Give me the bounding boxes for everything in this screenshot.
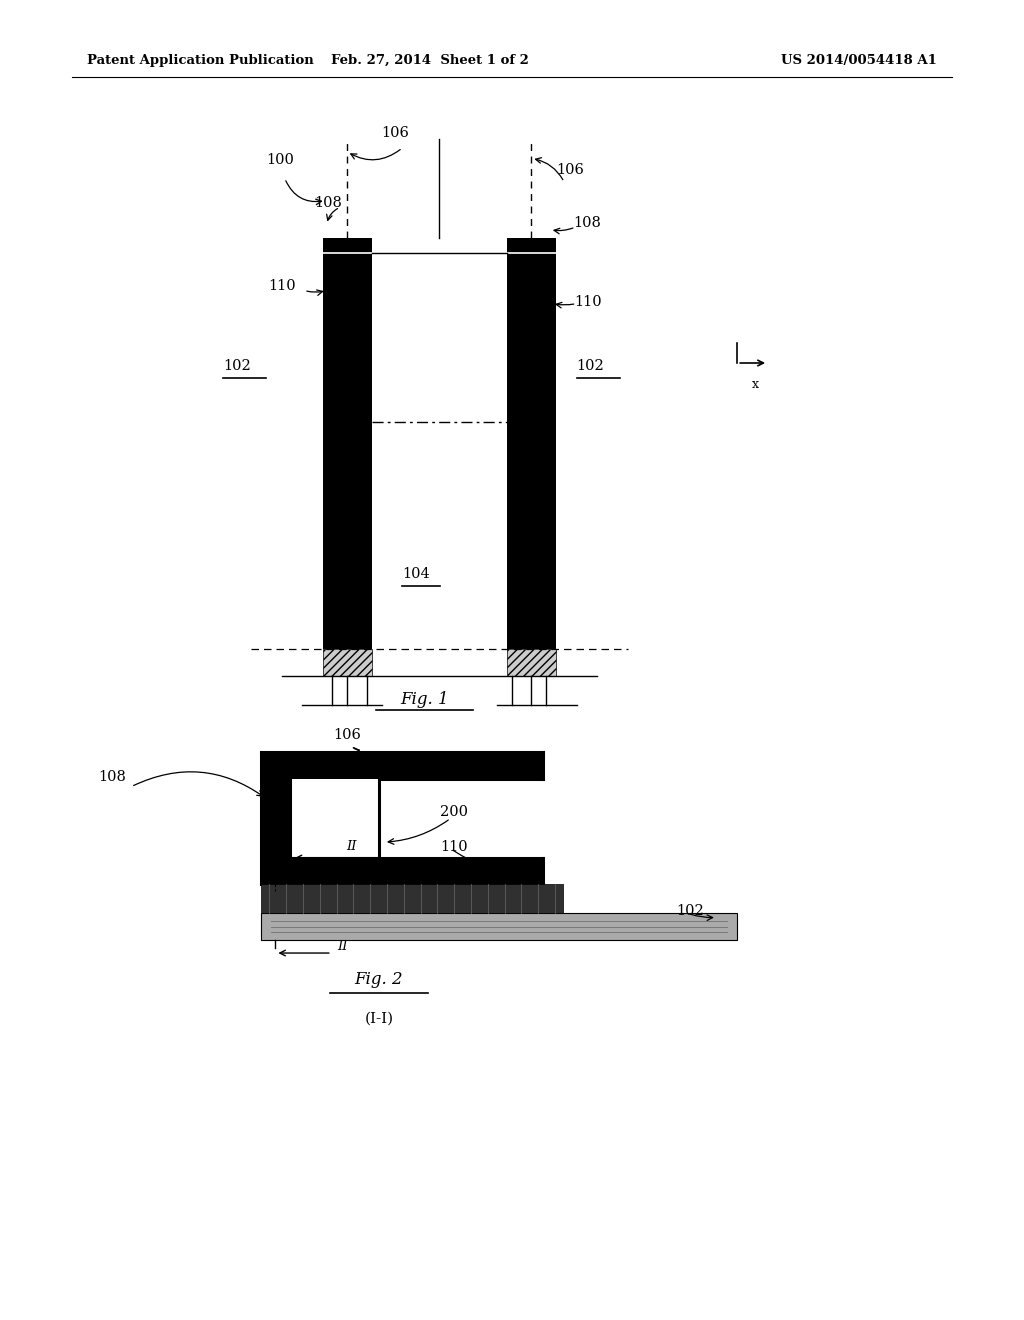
Text: 108: 108 (573, 216, 601, 230)
Bar (261, 858, 543, 884)
Text: I: I (514, 366, 518, 379)
Text: 102: 102 (577, 359, 604, 372)
Text: US 2014/0054418 A1: US 2014/0054418 A1 (781, 54, 937, 67)
Text: II: II (346, 840, 356, 853)
Text: 110: 110 (268, 280, 296, 293)
Bar (507, 649, 556, 676)
Text: Patent Application Publication: Patent Application Publication (87, 54, 313, 67)
Text: 106: 106 (333, 729, 360, 742)
Bar (261, 752, 290, 884)
Text: 200: 200 (440, 805, 468, 818)
Bar (323, 238, 372, 649)
Text: 104: 104 (402, 568, 430, 581)
Text: 108: 108 (98, 771, 126, 784)
Bar (261, 913, 737, 940)
Bar (261, 752, 543, 779)
Bar (261, 884, 563, 913)
Text: 110: 110 (574, 296, 602, 309)
Bar (507, 238, 556, 649)
Text: II: II (337, 940, 347, 953)
Text: (I-I): (I-I) (365, 1012, 393, 1026)
Text: Fig. 1: Fig. 1 (400, 692, 450, 708)
Bar (323, 649, 372, 676)
Text: 102: 102 (676, 904, 703, 917)
Text: x: x (753, 378, 759, 391)
Text: Feb. 27, 2014  Sheet 1 of 2: Feb. 27, 2014 Sheet 1 of 2 (331, 54, 529, 67)
Text: 106: 106 (381, 127, 409, 140)
Text: 100: 100 (266, 153, 294, 166)
Text: 106: 106 (556, 164, 584, 177)
Text: I: I (360, 366, 365, 379)
Text: 108: 108 (314, 197, 342, 210)
Text: 102: 102 (223, 359, 251, 372)
Text: 110: 110 (440, 841, 468, 854)
Text: Fig. 2: Fig. 2 (354, 972, 403, 987)
